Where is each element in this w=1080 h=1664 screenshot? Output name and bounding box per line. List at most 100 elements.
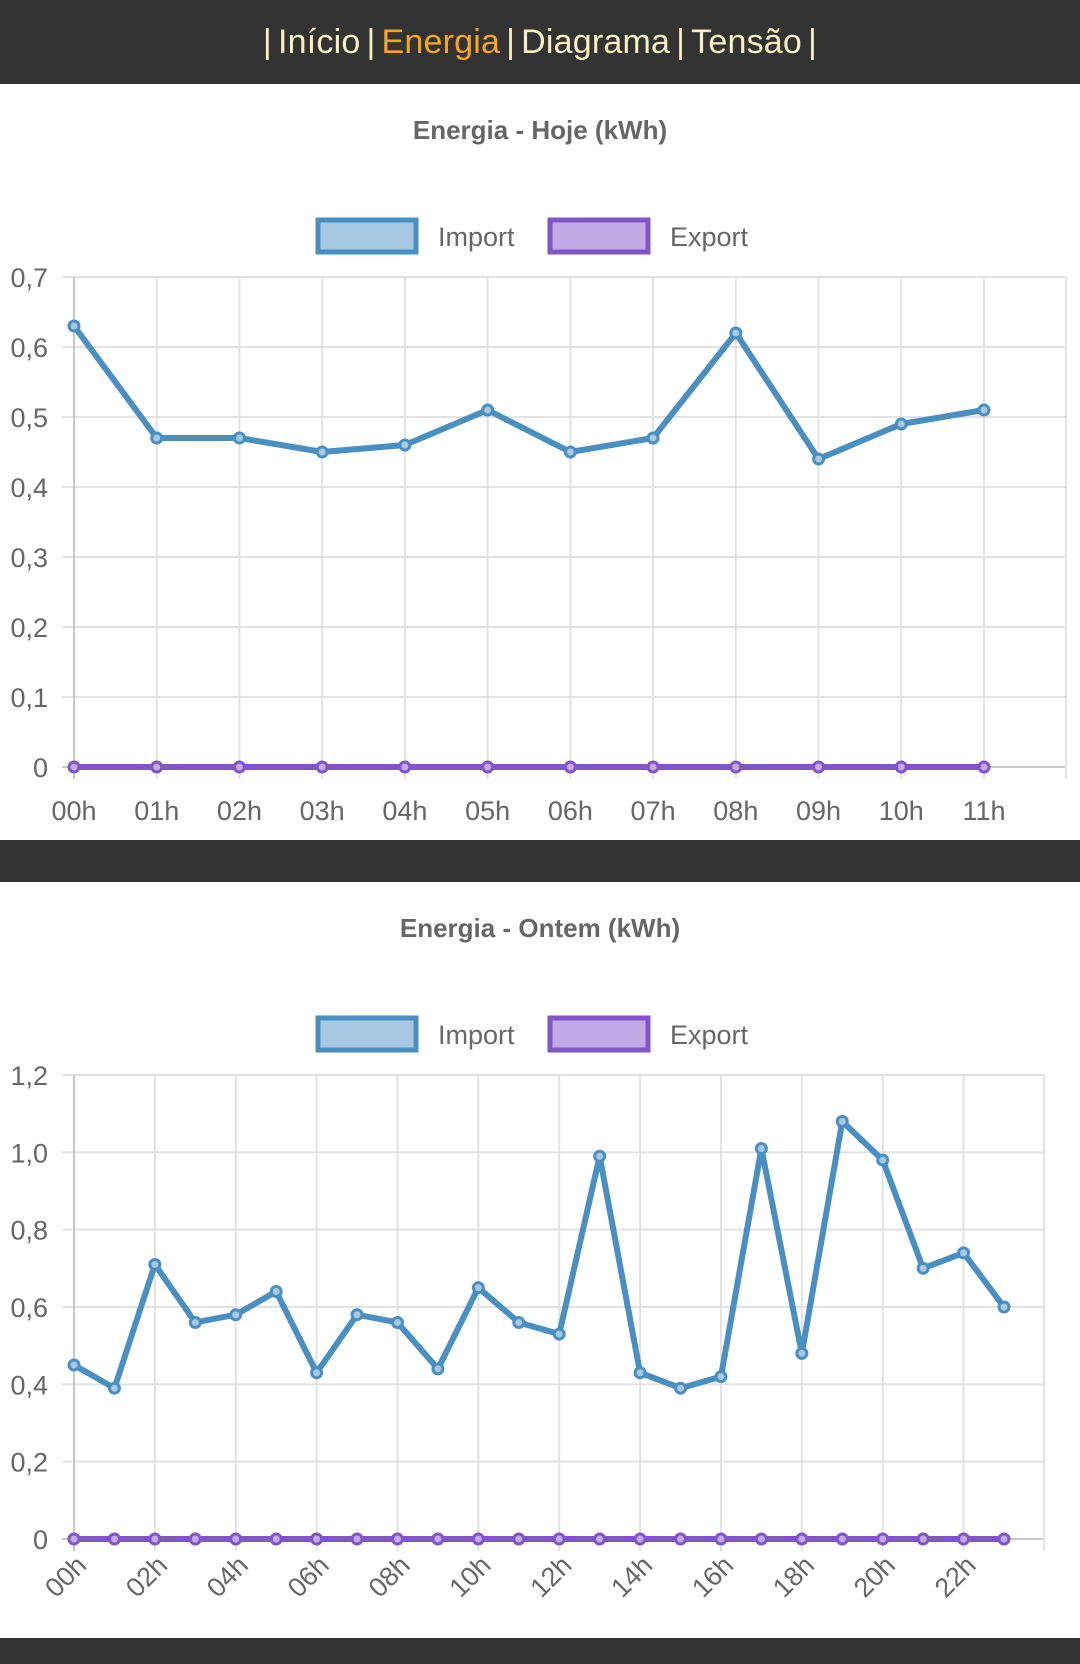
x-tick-label: 22h: [929, 1550, 982, 1603]
x-tick-label: 01h: [134, 796, 179, 826]
x-tick-label: 04h: [201, 1550, 254, 1603]
data-point-import: [812, 452, 826, 466]
data-point-import: [431, 1362, 445, 1376]
data-point-import: [67, 1358, 81, 1372]
data-point-import: [563, 445, 577, 459]
data-point-export: [674, 1532, 688, 1546]
x-tick-label: 11h: [962, 796, 1005, 826]
data-point-export: [997, 1532, 1011, 1546]
legend-swatch-export: [547, 1015, 651, 1053]
x-tick-label: 06h: [282, 1550, 335, 1603]
data-point-import: [894, 417, 908, 431]
nav-link-tensao[interactable]: Tensão: [691, 22, 803, 61]
x-tick-label: 10h: [444, 1550, 497, 1603]
x-tick-label: 20h: [848, 1550, 901, 1603]
data-point-import: [754, 1141, 768, 1155]
x-tick-label: 00h: [39, 1550, 92, 1603]
data-point-export: [563, 760, 577, 774]
data-point-export: [398, 760, 412, 774]
x-tick-label: 03h: [300, 796, 345, 826]
nav-separator: |: [262, 22, 272, 61]
data-point-import: [977, 403, 991, 417]
data-point-import: [350, 1308, 364, 1322]
chart-title: Energia - Hoje (kWh): [413, 115, 667, 145]
data-point-import: [674, 1381, 688, 1395]
energy-yesterday-chart: Energia - Ontem (kWh) Import Export 0 0,2 0,4…: [10, 913, 1045, 1603]
data-point-export: [188, 1532, 202, 1546]
data-point-export: [481, 760, 495, 774]
data-point-import: [714, 1370, 728, 1384]
y-tick-label: 0,2: [10, 1448, 48, 1478]
y-tick-label: 0,3: [10, 543, 48, 573]
data-point-export: [350, 1532, 364, 1546]
nav-link-diagrama[interactable]: Diagrama: [521, 22, 671, 61]
data-point-export: [150, 760, 164, 774]
data-point-export: [232, 760, 246, 774]
data-point-export: [894, 760, 908, 774]
data-point-import: [188, 1315, 202, 1329]
data-point-export: [729, 760, 743, 774]
data-point-import: [229, 1308, 243, 1322]
y-tick-label: 0,8: [10, 1216, 48, 1246]
data-point-export: [390, 1532, 404, 1546]
x-tick-label: 05h: [465, 796, 510, 826]
data-point-export: [754, 1532, 768, 1546]
y-tick-label: 0,6: [10, 333, 48, 363]
data-point-export: [107, 1532, 121, 1546]
legend-label-import: Import: [438, 222, 515, 252]
x-tick-label: 00h: [51, 796, 96, 826]
x-tick-label: 16h: [686, 1550, 739, 1603]
y-tick-label: 0,4: [10, 473, 48, 503]
data-point-import: [512, 1315, 526, 1329]
nav-link-energia[interactable]: Energia: [381, 22, 501, 61]
data-point-import: [916, 1261, 930, 1275]
y-tick-label: 0,2: [10, 613, 48, 643]
legend-label-export: Export: [670, 1020, 749, 1050]
data-point-import: [310, 1366, 324, 1380]
nav-link-inicio[interactable]: Início: [277, 22, 361, 61]
legend-swatch-import: [315, 217, 419, 255]
data-point-import: [795, 1346, 809, 1360]
x-tick-label: 04h: [382, 796, 427, 826]
x-tick-label: 02h: [120, 1550, 173, 1603]
data-point-import: [957, 1246, 971, 1260]
data-point-export: [835, 1532, 849, 1546]
legend-swatch-export: [547, 217, 651, 255]
series-line-import: [72, 1118, 1007, 1392]
data-point-export: [812, 760, 826, 774]
data-point-export: [593, 1532, 607, 1546]
x-tick-label: 02h: [217, 796, 262, 826]
chart-panel-today: Energia - Hoje (kWh) Import Export 0 0,1 0,2 0…: [0, 84, 1080, 840]
data-point-import: [481, 403, 495, 417]
data-point-import: [646, 431, 660, 445]
data-point-export: [876, 1532, 890, 1546]
data-point-import: [390, 1315, 404, 1329]
legend-label-import: Import: [438, 1020, 515, 1050]
data-point-import: [876, 1153, 890, 1167]
y-tick-label: 0,4: [10, 1370, 48, 1400]
y-tick-label: 1,2: [10, 1061, 48, 1091]
legend-label-export: Export: [670, 222, 749, 252]
data-point-export: [633, 1532, 647, 1546]
data-point-export: [269, 1532, 283, 1546]
x-tick-label: 09h: [796, 796, 841, 826]
nav-separator: |: [366, 22, 376, 61]
chart-title: Energia - Ontem (kWh): [400, 913, 680, 943]
data-point-export: [714, 1532, 728, 1546]
x-tick-label: 18h: [767, 1550, 820, 1603]
data-point-import: [997, 1300, 1011, 1314]
data-point-export: [431, 1532, 445, 1546]
x-tick-label: 14h: [605, 1550, 658, 1603]
data-point-import: [633, 1366, 647, 1380]
data-point-export: [795, 1532, 809, 1546]
data-point-import: [729, 326, 743, 340]
data-point-export: [148, 1532, 162, 1546]
y-tick-label: 0,5: [10, 403, 48, 433]
x-tick-label: 08h: [363, 1550, 416, 1603]
data-point-import: [107, 1381, 121, 1395]
energy-today-chart: Energia - Hoje (kWh) Import Export 0 0,1 0,2 0…: [10, 115, 1067, 826]
y-tick-label: 0: [33, 753, 48, 783]
x-tick-label: 12h: [524, 1550, 577, 1603]
data-point-import: [552, 1327, 566, 1341]
data-point-import: [471, 1281, 485, 1295]
